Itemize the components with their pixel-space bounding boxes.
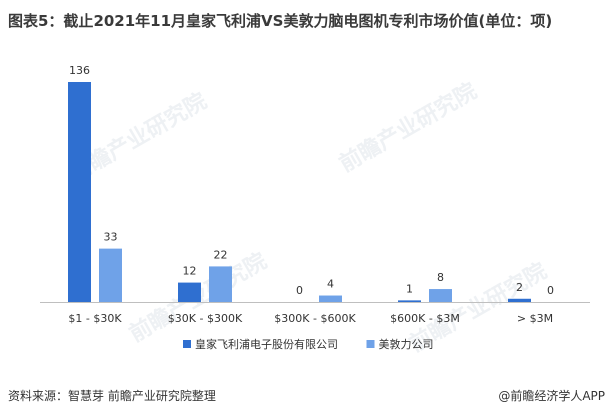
legend-label: 美敦力公司 — [379, 337, 434, 351]
bar-medtronic — [209, 266, 232, 302]
legend-swatch — [183, 340, 191, 348]
bar-medtronic — [429, 289, 452, 302]
data-label: 1 — [406, 282, 413, 295]
data-label: 2 — [516, 281, 523, 294]
bar-medtronic — [319, 295, 342, 302]
data-label: 8 — [437, 271, 444, 284]
bar-philips — [508, 298, 531, 302]
brand-label: @前瞻经济学人APP — [498, 389, 605, 403]
bar-medtronic — [99, 248, 122, 302]
x-tick-label: $300K - $600K — [274, 312, 356, 325]
bar-philips — [178, 282, 201, 302]
chart-title: 图表5：截止2021年11月皇家飞利浦VS美敦力脑电图机专利市场价值(单位：项) — [8, 12, 553, 30]
data-label: 4 — [327, 278, 334, 291]
legend-label: 皇家飞利浦电子股份有限公司 — [195, 337, 338, 351]
data-label: 0 — [547, 284, 554, 297]
data-label: 136 — [69, 64, 90, 77]
data-label: 22 — [214, 248, 228, 261]
x-tick-label: > $3M — [517, 312, 553, 325]
data-label: 12 — [183, 265, 197, 278]
bar-philips — [68, 82, 91, 302]
source-note: 资料来源：智慧芽 前瞻产业研究院整理 — [8, 389, 216, 403]
x-tick-label: $30K - $300K — [168, 312, 243, 325]
data-label: 33 — [104, 231, 118, 244]
x-tick-label: $600K - $3M — [390, 312, 460, 325]
x-tick-label: $1 - $30K — [68, 312, 122, 325]
bar-philips — [398, 300, 421, 302]
legend-swatch — [366, 340, 375, 348]
data-label: 0 — [296, 284, 303, 297]
